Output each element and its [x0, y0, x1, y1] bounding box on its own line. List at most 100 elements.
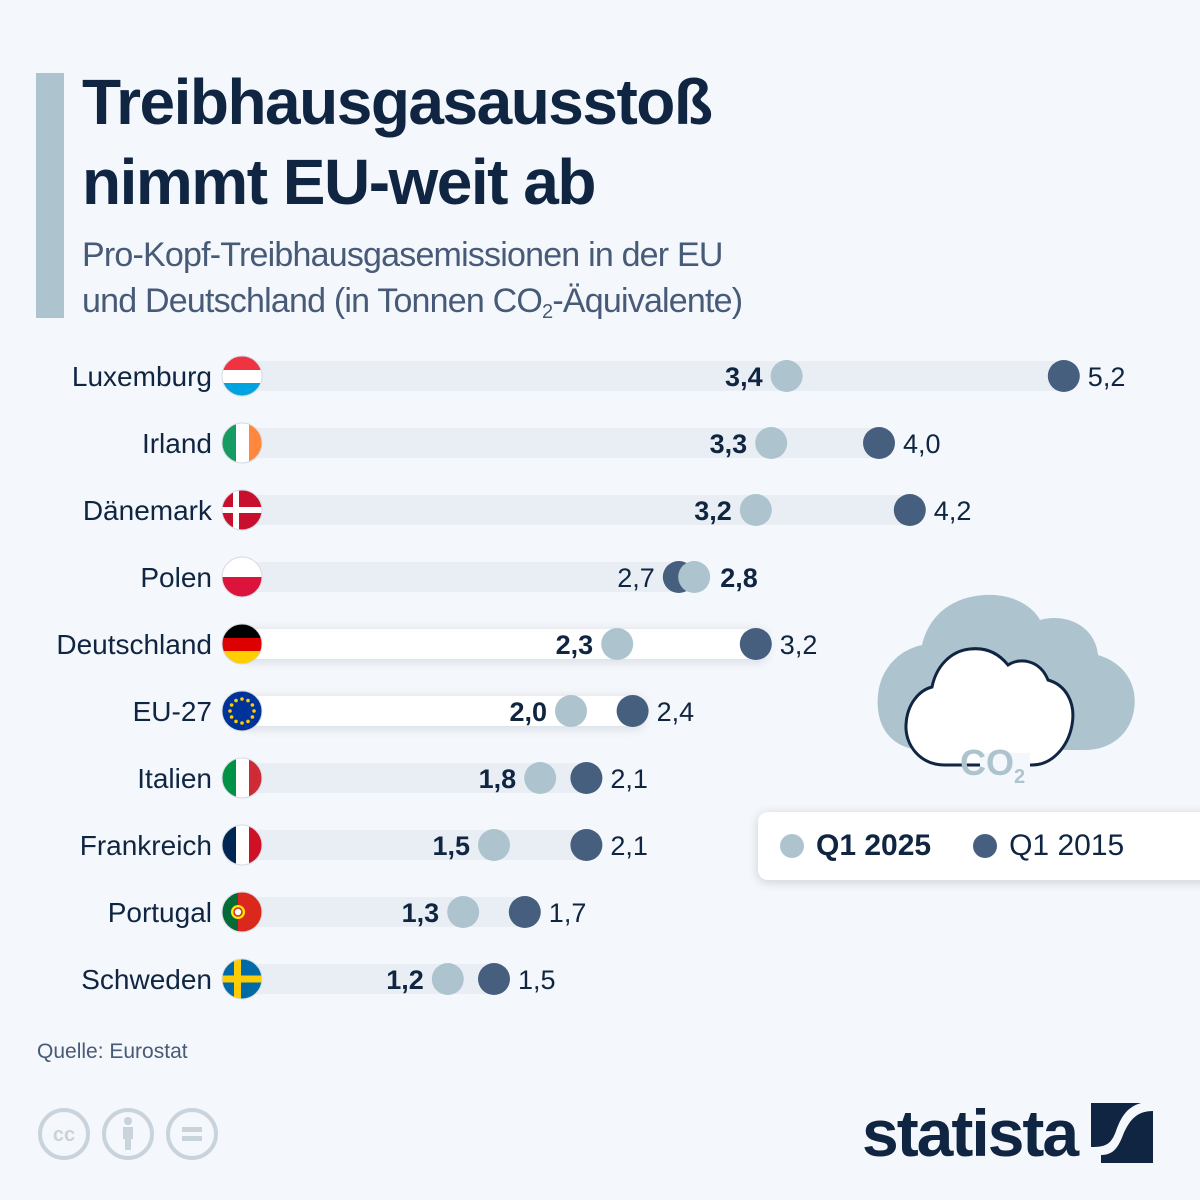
dot-q1-2025 [447, 896, 480, 928]
legend-dot-q1-2015 [973, 834, 998, 858]
row-track [242, 696, 643, 726]
value-label-q1-2025: 3,4 [725, 362, 763, 392]
chart-row: Luxemburg 3,4 5,2 [72, 355, 1125, 397]
title-accent-bar [36, 73, 64, 318]
no-derivatives-icon[interactable] [164, 1106, 220, 1162]
subtitle-line-1: Pro-Kopf-Treibhausgasemissionen in der E… [82, 236, 723, 274]
legend-label-q1-2015: Q1 2015 [1009, 829, 1125, 862]
sweden-flag [221, 958, 263, 1000]
category-label: Schweden [81, 964, 212, 995]
legend-dot-q1-2025 [780, 834, 804, 858]
value-label-q1-2025: 2,3 [556, 630, 594, 660]
category-label: Italien [137, 763, 212, 794]
germany-flag [221, 623, 263, 665]
title-line-2: nimmt EU-weit ab [82, 146, 596, 218]
chart-row: Frankreich 1,5 2,1 [80, 824, 648, 866]
chart-row: Polen 2,8 2,7 [140, 556, 758, 598]
dot-q1-2015 [1047, 360, 1080, 392]
chart-row: Deutschland 2,3 3,2 [56, 623, 818, 665]
dot-q1-2025 [524, 762, 557, 794]
source-note: Quelle: Eurostat [37, 1040, 188, 1063]
dot-q1-2025 [555, 695, 587, 727]
category-label: Deutschland [56, 629, 212, 660]
page-title: Treibhausgasausstoß nimmt EU-weit ab [82, 62, 982, 222]
dot-q1-2015 [570, 762, 603, 794]
value-label-q1-2025: 1,2 [386, 965, 424, 995]
attribution-icon[interactable] [100, 1106, 156, 1162]
chart-row: Schweden 1,2 1,5 [81, 958, 556, 1000]
value-label-q1-2015: 4,2 [934, 496, 972, 526]
subtitle: Pro-Kopf-Treibhausgasemissionen in der E… [82, 232, 982, 335]
dot-q1-2025 [739, 494, 772, 526]
chart-row: Portugal 1,3 1,7 [108, 891, 587, 933]
dot-q1-2025 [431, 963, 464, 995]
dot-q1-2015 [893, 494, 926, 526]
italy-flag [221, 757, 263, 799]
value-label-q1-2025: 2,0 [509, 697, 547, 727]
portugal-flag [221, 891, 263, 933]
poland-flag [221, 556, 263, 598]
legend-item-q1-2015: Q1 2015 [973, 829, 1124, 863]
row-track [242, 495, 910, 525]
chart-row: Irland 3,3 4,0 [142, 422, 941, 464]
dot-q1-2025 [478, 829, 510, 861]
subtitle-text-b: -Äquivalente) [552, 282, 743, 320]
legend-item-q1-2025: Q1 2025 [780, 829, 931, 863]
dot-q1-2015 [508, 896, 541, 928]
category-label: Frankreich [80, 830, 212, 861]
value-label-q1-2015: 2,7 [617, 563, 655, 593]
svg-text:cc: cc [53, 1124, 75, 1146]
value-label-q1-2015: 1,5 [518, 965, 556, 995]
title-line-1: Treibhausgasausstoß [82, 66, 713, 138]
dot-q1-2015 [570, 829, 603, 861]
statista-mark-icon [1091, 1103, 1154, 1163]
dot-q1-2025 [770, 360, 803, 392]
category-label: EU-27 [133, 696, 212, 727]
co2-label: CO2 [960, 742, 1025, 788]
luxembourg-flag [221, 355, 263, 397]
row-track [242, 629, 766, 659]
category-label: Irland [142, 428, 212, 459]
category-label: Portugal [108, 897, 212, 928]
value-label-q1-2015: 3,2 [780, 630, 818, 660]
front-cloud-icon [904, 647, 1075, 767]
dot-q1-2015 [616, 695, 649, 727]
dot-q1-2025 [678, 561, 711, 593]
value-label-q1-2025: 1,8 [479, 764, 517, 794]
value-label-q1-2015: 2,1 [610, 831, 648, 861]
ireland-flag [221, 422, 263, 464]
row-track [242, 361, 1064, 391]
category-label: Dänemark [83, 495, 213, 526]
dot-q1-2025 [755, 427, 788, 459]
dot-q1-2015 [478, 963, 510, 995]
value-label-q1-2025: 3,2 [694, 496, 732, 526]
value-label-q1-2025: 1,3 [402, 898, 440, 928]
row-track [242, 830, 587, 860]
dot-q1-2025 [601, 628, 634, 660]
dot-q1-2015 [739, 628, 772, 660]
subtitle-text-a: und Deutschland (in Tonnen CO [82, 282, 543, 320]
dot-q1-2015 [863, 427, 895, 459]
value-label-q1-2025: 1,5 [432, 831, 470, 861]
row-track [242, 562, 695, 592]
legend: Q1 2025 Q1 2015 [758, 812, 1200, 880]
value-label-q1-2025: 3,3 [710, 429, 748, 459]
value-label-q1-2015: 2,1 [610, 764, 648, 794]
dumbbell-chart: Luxemburg 3,4 5,2 Irland 3,3 4,0 Dänemark 3,2 4,… [56, 355, 1125, 1000]
license-icons: cc [36, 1106, 220, 1162]
value-label-q1-2015: 2,4 [657, 697, 695, 727]
chart-row: Italien 1,8 2,1 [137, 757, 648, 799]
chart-row: Dänemark 3,2 4,2 [83, 489, 972, 531]
value-label-q1-2015: 1,7 [549, 898, 587, 928]
eu-flag [221, 690, 263, 732]
brand-name: statista [862, 1096, 1079, 1170]
denmark-flag [221, 489, 263, 531]
co2-cloud-illustration: CO2 [877, 594, 1135, 788]
value-label-q1-2025: 2,8 [720, 563, 758, 593]
legend-label-q1-2025: Q1 2025 [816, 829, 932, 862]
cc-icon[interactable]: cc [36, 1106, 92, 1162]
chart-row: EU-27 2,0 2,4 [133, 690, 695, 732]
statista-logo[interactable]: statista [862, 1096, 1154, 1170]
category-label: Luxemburg [72, 361, 212, 392]
category-label: Polen [140, 562, 212, 593]
